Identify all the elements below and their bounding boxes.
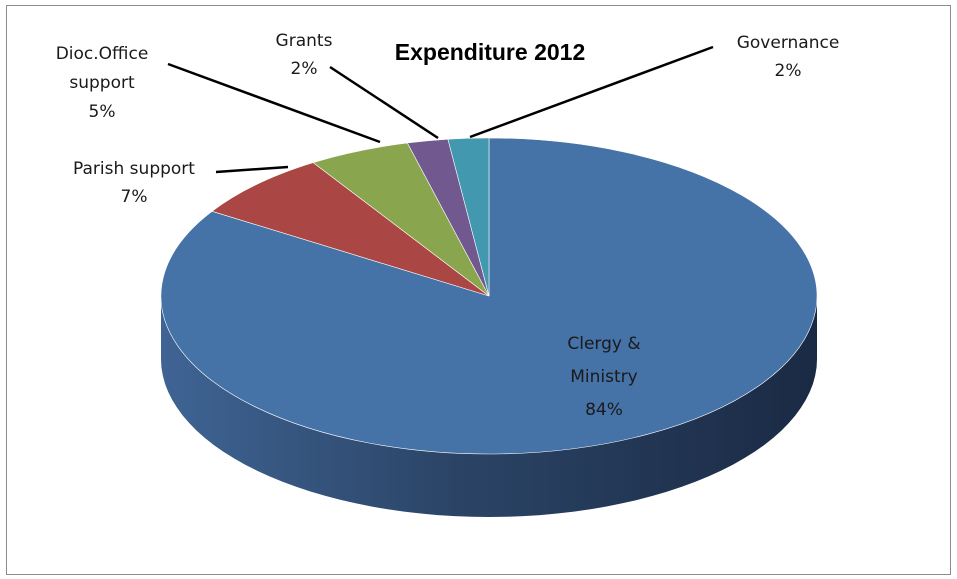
pie-depth <box>161 296 817 517</box>
slice-0-name-label: Ministry <box>570 367 637 387</box>
pie-slice-0 <box>160 137 818 455</box>
slice-1-name-label: Parish support <box>73 159 195 179</box>
slice-0-name-label: Clergy & <box>567 334 640 354</box>
slice-4-name-label: Governance <box>737 33 840 53</box>
leader-line-4 <box>469 45 714 139</box>
pie-slice-1 <box>211 162 490 297</box>
slice-2-name-label: support <box>69 73 135 93</box>
slice-2-name-label: Dioc.Office <box>56 44 149 64</box>
leader-line-3 <box>329 65 439 140</box>
chart-title: Expenditure 2012 <box>395 39 585 65</box>
leader-line-2 <box>167 62 381 144</box>
leader-line-1 <box>215 165 289 174</box>
data-labels: Clergy & Ministry 84% Parish support 7% Dioc.… <box>56 31 840 420</box>
leader-lines <box>167 45 714 174</box>
slice-1-percent-label: 7% <box>121 187 148 207</box>
slice-2-percent-label: 5% <box>89 102 116 122</box>
pie-slice-4 <box>447 137 490 297</box>
pie-slices <box>160 137 818 455</box>
slice-4-percent-label: 2% <box>775 61 802 81</box>
slice-0-percent-label: 84% <box>585 400 623 420</box>
slice-3-percent-label: 2% <box>291 59 318 79</box>
pie-side-wall <box>161 296 817 517</box>
slice-3-name-label: Grants <box>276 31 333 51</box>
